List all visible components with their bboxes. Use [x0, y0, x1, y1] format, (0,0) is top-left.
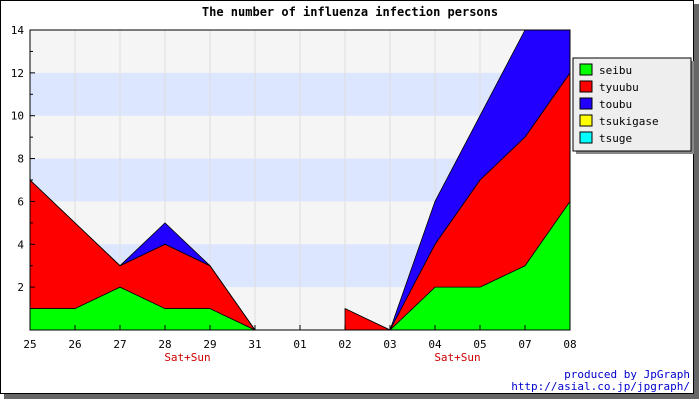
x-tick-label: 05	[473, 338, 486, 351]
y-tick-label: 14	[11, 24, 25, 37]
x-tick-label: 28	[158, 338, 171, 351]
x-tick-label: 01	[293, 338, 306, 351]
legend-swatch-tsuge	[579, 131, 593, 144]
legend-label-tsuge: tsuge	[599, 132, 632, 145]
legend-swatch-tyuubu	[579, 80, 593, 93]
chart-title: The number of influenza infection person…	[202, 5, 498, 19]
x-tick-label: 27	[113, 338, 126, 351]
y-tick-label: 4	[17, 238, 24, 251]
legend-label-seibu: seibu	[599, 64, 632, 77]
credit-line-2: http://asial.co.jp/jpgraph/	[511, 380, 690, 393]
legend-label-tyuubu: tyuubu	[599, 81, 639, 94]
plot-area	[29, 29, 571, 331]
legend-swatch-toubu	[579, 97, 593, 110]
axes: 2 4 6 8 10 12 14 25 26 27 28 29 31 01 02 03 04 05 07 08 Sat+…	[11, 24, 577, 364]
legend-box	[572, 57, 692, 152]
y-tick-label: 10	[11, 110, 24, 123]
legend: seibu tyuubu toubu tsukigase tsuge	[572, 57, 694, 154]
x-tick-label: 04	[428, 338, 442, 351]
legend-label-tsukigase: tsukigase	[599, 115, 659, 128]
y-tick-label: 12	[11, 67, 24, 80]
y-tick-label: 6	[17, 195, 24, 208]
x-tick-label: 02	[338, 338, 351, 351]
credit-line-1: produced by JpGraph	[564, 368, 690, 381]
y-tick-label: 2	[17, 281, 24, 294]
legend-label-toubu: toubu	[599, 98, 632, 111]
legend-swatch-tsukigase	[579, 114, 593, 127]
x-tick-label: 03	[383, 338, 396, 351]
x-tick-label: 07	[518, 338, 531, 351]
x-tick-label: 29	[203, 338, 216, 351]
y-tick-label: 8	[17, 153, 24, 166]
weekend-note: Sat+Sun	[434, 351, 480, 364]
legend-swatch-seibu	[579, 63, 593, 76]
x-tick-label: 26	[68, 338, 81, 351]
weekend-note: Sat+Sun	[164, 351, 210, 364]
x-tick-label: 08	[563, 338, 576, 351]
x-tick-label: 31	[248, 338, 261, 351]
x-tick-label: 25	[23, 338, 36, 351]
